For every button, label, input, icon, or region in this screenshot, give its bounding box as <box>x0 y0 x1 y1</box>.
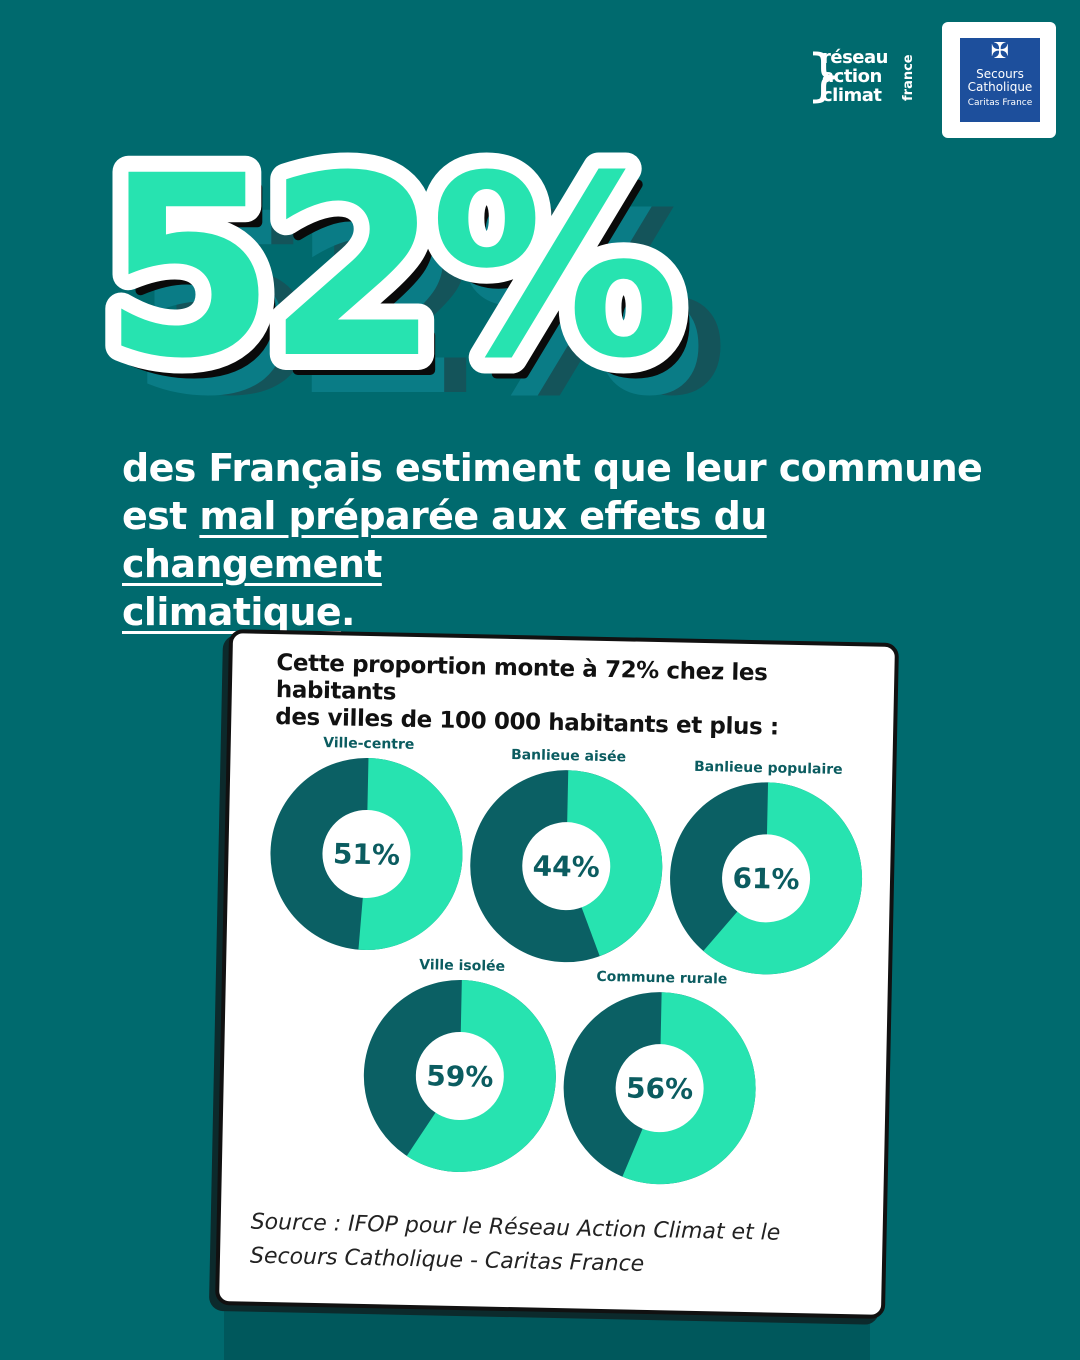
sc-line-2: Catholique <box>967 80 1033 94</box>
donut-hole <box>615 1044 704 1133</box>
donut-value-label: 59% <box>426 1059 494 1093</box>
donut-ville-isolee: 59% <box>363 979 556 1172</box>
cross-icon: ✠ <box>990 39 1010 64</box>
donut-banlieue-aisee: 44% <box>470 770 663 963</box>
subtitle-underlined: mal préparée aux effets du changement <box>122 494 767 586</box>
rac-line: climat <box>822 85 882 106</box>
brace-icon: } <box>806 43 842 108</box>
donut-value-label: 56% <box>626 1071 694 1105</box>
donut-commune-rurale: 56% <box>563 992 756 1185</box>
donut-hole <box>722 834 811 923</box>
sc-line-3: Caritas France <box>967 98 1033 108</box>
headline-outline: 52% <box>102 122 673 413</box>
donut-hole <box>322 809 411 898</box>
subtitle-line-1: des Français estiment que leur commune <box>122 446 983 490</box>
rac-line: action <box>822 66 882 87</box>
donut-value-label: 51% <box>333 837 401 871</box>
subtitle-plain: est <box>122 494 200 538</box>
sc-line-1: Secours <box>976 67 1024 81</box>
donut-value-label: 61% <box>732 862 800 896</box>
rac-line: réseau <box>822 47 888 68</box>
subtitle-underlined: climatique <box>122 590 342 634</box>
donut-ville-centre: 51% <box>270 757 463 950</box>
subtitle-line-2: est mal préparée aux effets du changemen… <box>122 492 1022 588</box>
donut-banlieue-populaire: 61% <box>670 782 863 975</box>
donut-value-label: 44% <box>532 849 600 883</box>
headline-shadow-far: 52% <box>150 160 721 450</box>
rac-vertical-text: france <box>901 54 916 102</box>
donut-charts: 51% 44% 61% 59% 56% <box>270 757 863 1185</box>
rac-logo-lines: réseau action climat <box>822 48 888 105</box>
headline-shadow-teal: 52% <box>128 160 699 450</box>
reseau-action-climat-logo: } réseau action climat france <box>806 46 922 110</box>
donut-slice-value <box>566 770 663 957</box>
headline-subtitle: des Français estiment que leur commune e… <box>122 444 1022 636</box>
subtitle-line-3: climatique. <box>122 588 1022 636</box>
secours-catholique-badge: ✠ Secours Catholique Caritas France <box>960 38 1040 122</box>
subtitle-end: . <box>341 590 355 634</box>
donut-hole <box>522 822 611 911</box>
headline-value: 52% <box>102 122 673 413</box>
headline-shadow-black: 52% <box>114 138 685 429</box>
secours-catholique-logo: ✠ Secours Catholique Caritas France <box>942 22 1056 138</box>
headline-value-graphic: 52% 52% 52% 52% 52% <box>86 110 731 450</box>
donut-hole <box>415 1031 504 1120</box>
source-note: Source : IFOP pour le Réseau Action Clim… <box>249 1209 781 1277</box>
chart-card: Cette proportion monte à 72% chez les ha… <box>214 629 900 1319</box>
